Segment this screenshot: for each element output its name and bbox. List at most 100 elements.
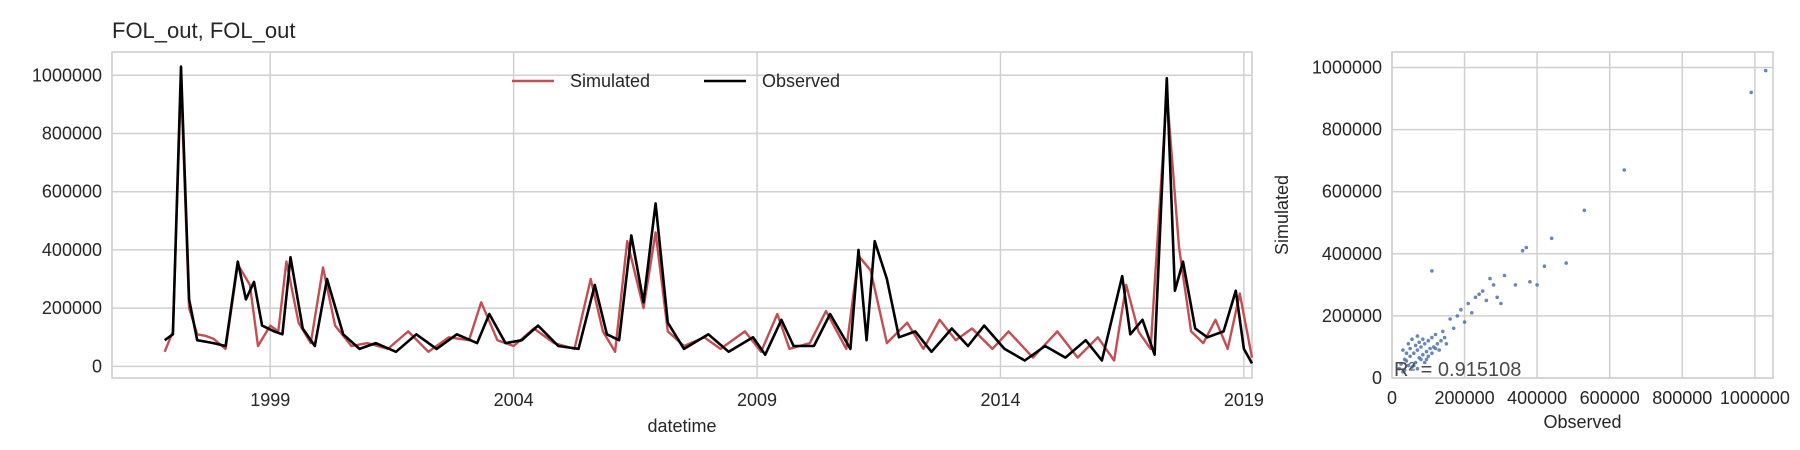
y-tick-label: 200000 [1322, 306, 1382, 326]
r-squared-annotation: R² = 0.915108 [1394, 359, 1521, 381]
scatter-point [1413, 343, 1418, 348]
y-tick-label: 800000 [1322, 120, 1382, 140]
scatter-point [1488, 276, 1492, 281]
line-chart-series [163, 65, 1254, 365]
scatter-point [1408, 346, 1412, 351]
scatter-point [1415, 366, 1420, 371]
scatter-point [1524, 245, 1529, 250]
scatter-point [1499, 301, 1503, 306]
line-chart-grid [112, 52, 1252, 378]
scatter-point [1410, 337, 1414, 342]
scatter-point [1428, 346, 1432, 351]
scatter-point [1455, 314, 1460, 318]
legend-label-observed: Observed [762, 71, 840, 91]
scatter-chart-y-ticks: 0 200000 400000 600000 800000 1000000 [1312, 58, 1382, 388]
x-tick-label: 1999 [250, 390, 290, 410]
y-tick-label: 800000 [42, 124, 102, 144]
line-chart-x-ticks: 1999 2004 2009 2014 2019 [250, 390, 1264, 410]
scatter-point [1433, 332, 1438, 337]
scatter-point [1421, 337, 1425, 342]
scatter-point [1415, 334, 1420, 338]
scatter-point [1622, 168, 1626, 172]
scatter-point [1441, 329, 1445, 334]
scatter-point [1459, 307, 1463, 312]
x-tick-label: 2009 [737, 390, 777, 410]
x-tick-label: 2004 [494, 390, 534, 410]
scatter-point [1430, 351, 1434, 356]
scatter-point [1408, 354, 1412, 359]
scatter-point [1419, 357, 1423, 362]
scatter-point [1435, 342, 1440, 346]
y-tick-label: 600000 [1322, 182, 1382, 202]
line-chart-panel: 1999 2004 2009 2014 2019 0 200000 400000 600000… [32, 18, 1264, 436]
scatter-point [1528, 280, 1532, 284]
scatter-point [1402, 368, 1407, 373]
line-chart-y-ticks: 0 200000 400000 600000 800000 1000000 [32, 65, 102, 376]
scatter-point [1564, 261, 1568, 265]
scatter-point [1542, 264, 1547, 269]
scatter-point [1424, 357, 1429, 362]
scatter-point [1433, 346, 1438, 351]
x-tick-label: 600000 [1580, 388, 1640, 408]
line-chart-x-label: datetime [647, 416, 716, 436]
scatter-point [1415, 348, 1420, 352]
legend-label-simulated: Simulated [570, 71, 650, 91]
y-tick-label: 400000 [1322, 244, 1382, 264]
scatter-point [1749, 90, 1753, 95]
y-tick-label: 0 [1372, 368, 1382, 388]
scatter-point [1448, 317, 1452, 321]
y-tick-label: 400000 [42, 240, 102, 260]
y-tick-label: 1000000 [1312, 58, 1382, 78]
scatter-point [1484, 298, 1489, 303]
x-tick-label: 2014 [980, 390, 1020, 410]
scatter-point [1426, 354, 1431, 359]
scatter-point [1470, 311, 1474, 315]
scatter-point [1442, 335, 1447, 340]
scatter-point [1422, 342, 1427, 346]
scatter-point [1462, 320, 1467, 324]
scatter-point [1421, 352, 1425, 357]
scatter-point [1477, 292, 1481, 297]
scatter-chart-points [1397, 68, 1768, 374]
scatter-point [1444, 342, 1449, 346]
series-line-observed [163, 65, 1254, 365]
scatter-point [1404, 359, 1409, 363]
scatter-point [1535, 283, 1539, 287]
scatter-point [1437, 348, 1441, 352]
scatter-point [1513, 283, 1518, 287]
scatter-chart-panel: 0 200000 400000 600000 800000 1000000 0 200000… [1272, 51, 1790, 432]
scatter-point [1426, 338, 1431, 343]
scatter-point [1401, 348, 1405, 352]
x-tick-label: 200000 [1435, 388, 1495, 408]
x-tick-label: 400000 [1507, 388, 1567, 408]
y-tick-label: 0 [92, 356, 102, 376]
scatter-point [1466, 301, 1470, 306]
scatter-point [1549, 236, 1554, 241]
x-tick-label: 1000000 [1720, 388, 1790, 408]
x-tick-label: 2019 [1224, 390, 1264, 410]
scatter-point [1412, 363, 1416, 368]
scatter-chart-x-ticks: 0 200000 400000 600000 800000 1000000 [1387, 388, 1790, 408]
scatter-point [1430, 269, 1434, 273]
scatter-point [1399, 362, 1403, 366]
scatter-point [1417, 340, 1421, 345]
scatter-point [1424, 349, 1429, 354]
scatter-point [1582, 208, 1587, 213]
scatter-point [1473, 295, 1478, 300]
scatter-point [1404, 351, 1409, 356]
line-chart-legend: Simulated Observed [512, 71, 840, 91]
scatter-point [1419, 345, 1423, 349]
y-tick-label: 600000 [42, 182, 102, 202]
y-tick-label: 200000 [42, 298, 102, 318]
scatter-chart-y-label: Simulated [1272, 175, 1292, 255]
scatter-point [1439, 338, 1443, 343]
series-line-simulated [163, 79, 1254, 362]
x-tick-label: 800000 [1652, 388, 1712, 408]
scatter-point [1406, 363, 1411, 368]
scatter-point [1495, 295, 1499, 300]
scatter-point [1406, 342, 1411, 346]
scatter-point [1451, 326, 1456, 331]
scatter-point [1422, 360, 1427, 365]
y-tick-label: 1000000 [32, 65, 102, 85]
